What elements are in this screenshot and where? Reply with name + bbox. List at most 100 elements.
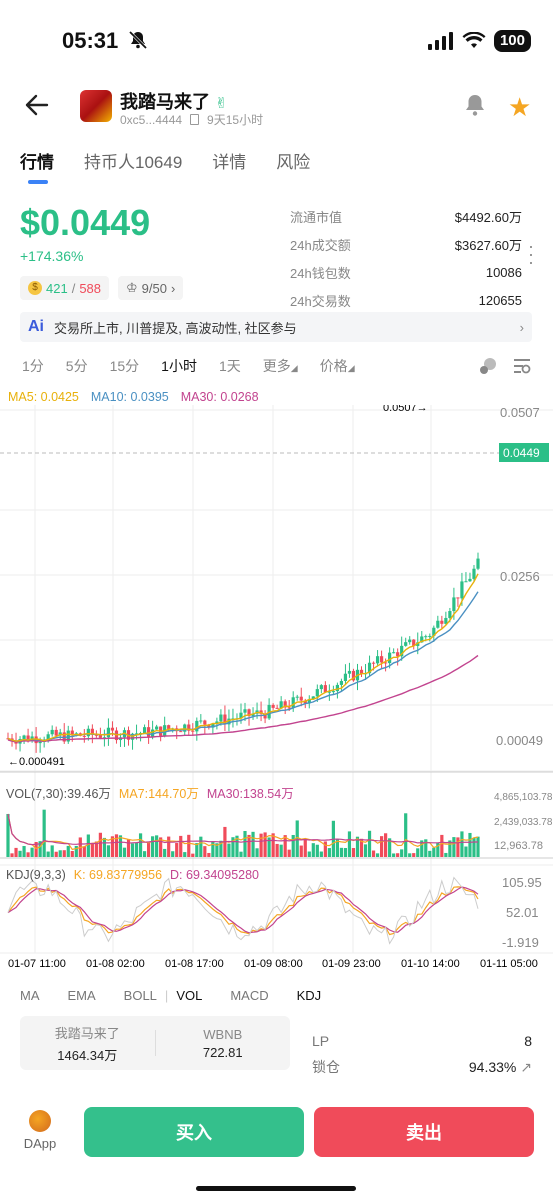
indicator-boll[interactable]: BOLL <box>123 988 157 1003</box>
low-price-label: ←0.000491 <box>8 756 65 768</box>
candle-body <box>343 673 348 681</box>
candle-body <box>94 734 98 736</box>
dapp-label: DApp <box>23 1136 57 1151</box>
battery-indicator: 100 <box>493 30 531 52</box>
indicator-kdj[interactable]: KDJ <box>296 988 322 1003</box>
bell-muted-icon <box>128 30 148 55</box>
candle-body <box>26 735 30 741</box>
contract-address[interactable]: 0xc5...4444 <box>120 112 183 127</box>
candle-body <box>468 578 472 582</box>
volume-bar <box>239 851 243 857</box>
rank-badge[interactable]: ♔ 9/50 › <box>118 276 184 300</box>
candle-body <box>412 639 416 646</box>
sell-button[interactable]: 卖出 <box>314 1107 534 1157</box>
volume-bar <box>110 836 115 857</box>
y-tick: 0.00049 <box>496 733 543 748</box>
volume-bar <box>231 837 235 857</box>
kdj-tick: -1.919 <box>502 935 539 950</box>
y-tick: 0.0256 <box>500 569 540 584</box>
pool-token-label: 我踏马来了 <box>54 1025 120 1041</box>
price-alert-bell-icon[interactable] <box>462 92 488 123</box>
candle-body <box>428 635 432 637</box>
vol-ma7: MA7:144.70万 <box>118 787 199 801</box>
tab-details[interactable]: 详情 <box>212 153 247 172</box>
x-tick: 01-09 23:00 <box>322 958 381 970</box>
volume-bar <box>106 845 111 857</box>
indicator-vol[interactable]: VOL <box>176 988 203 1003</box>
favorite-star-icon[interactable]: ★ <box>508 92 532 122</box>
candle-body <box>420 636 424 643</box>
candle-body <box>142 727 147 734</box>
tab-risk[interactable]: 风险 <box>276 153 311 172</box>
volume-bar <box>456 837 460 857</box>
tab-holders[interactable]: 持币人10649 <box>84 153 183 172</box>
candle-body <box>315 689 319 697</box>
status-time: 05:31 <box>62 28 119 53</box>
candlestick-chart[interactable]: 0.0507→ ←0.000491 0.0507 0.0256 0.00049 … <box>0 405 553 975</box>
volume-bar <box>66 845 70 857</box>
volume-bar <box>335 839 340 857</box>
volume-bar <box>476 836 480 857</box>
buy-button[interactable]: 买入 <box>84 1107 304 1157</box>
volume-bar <box>448 840 452 857</box>
pool-base-value: 722.81 <box>202 1044 243 1060</box>
volume-bar <box>126 839 131 857</box>
volume-bar <box>375 853 380 857</box>
candle-body <box>275 707 279 709</box>
indicator-macd[interactable]: MACD <box>230 988 269 1003</box>
lock-value[interactable]: 94.33% ↗ <box>468 1058 532 1075</box>
interval-1m[interactable]: 1分 <box>22 358 44 374</box>
candle-body <box>303 700 307 704</box>
indicator-ema[interactable]: EMA <box>67 988 96 1003</box>
ma30-label: MA30: 0.0268 <box>180 390 259 404</box>
kdj-k: K: 69.83779956 <box>73 868 163 882</box>
volume-bar <box>6 813 10 857</box>
x-tick: 01-07 11:00 <box>8 958 66 970</box>
tab-market[interactable]: 行情 <box>20 153 54 172</box>
ai-summary-text: 交易所上市, 川普提及, 高波动性, 社区参与 <box>54 320 297 336</box>
stat-label: 流通市值 <box>290 209 343 225</box>
candle-body <box>211 723 215 728</box>
volume-bar <box>142 851 147 857</box>
more-vertical-icon[interactable]: · · · <box>528 236 534 272</box>
chart-style-icon[interactable] <box>478 356 498 381</box>
indicator-ma[interactable]: MA <box>20 988 40 1003</box>
volume-bar <box>54 851 58 857</box>
copy-icon[interactable] <box>190 114 200 125</box>
volume-bar <box>211 841 215 857</box>
volume-bar <box>287 849 291 857</box>
volume-bar <box>339 847 344 857</box>
volume-bar <box>155 835 159 857</box>
volume-bar <box>34 842 38 857</box>
signal-icon <box>427 32 453 50</box>
candle-body <box>351 670 356 681</box>
price-type-select[interactable]: 价格◢ <box>319 358 355 374</box>
candle-body <box>476 558 480 569</box>
back-arrow-icon[interactable] <box>24 92 50 123</box>
external-link-icon: ↗ <box>520 1058 532 1075</box>
chevron-right-icon: › <box>519 319 524 335</box>
candle-body <box>134 733 139 735</box>
volume-bar <box>146 842 151 857</box>
interval-1d[interactable]: 1天 <box>218 358 241 374</box>
volume-bar <box>183 852 187 857</box>
volume-bar <box>259 833 263 857</box>
interval-15m[interactable]: 15分 <box>109 358 140 374</box>
dapp-button[interactable]: DApp <box>20 1110 60 1151</box>
volume-bar <box>283 835 287 857</box>
interval-1h[interactable]: 1小时 <box>161 358 197 374</box>
rank-value: 9/50 <box>141 280 167 296</box>
holders-b: 588 <box>79 280 102 296</box>
interval-more[interactable]: 更多◢ <box>262 358 298 374</box>
holders-badge[interactable]: $ 421/588 <box>20 276 110 300</box>
volume-bar <box>299 845 303 857</box>
candle-body <box>448 611 452 618</box>
holders-a: 421 <box>46 280 68 296</box>
chart-settings-icon[interactable] <box>512 356 532 381</box>
volume-bar <box>179 835 183 857</box>
kdj-legend: KDJ(9,3,3) K: 69.83779956 D: 69.34095280 <box>6 868 259 882</box>
interval-5m[interactable]: 5分 <box>65 358 88 374</box>
volume-bar <box>307 851 311 857</box>
ai-summary-bar[interactable]: Ai 交易所上市, 川普提及, 高波动性, 社区参与 › <box>20 312 532 342</box>
volume-bar <box>315 844 319 857</box>
